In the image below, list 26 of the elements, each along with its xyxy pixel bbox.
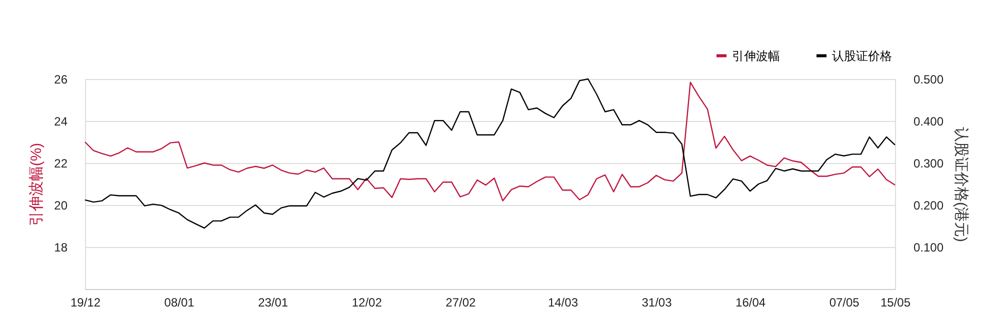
x-tick-label: 16/04	[736, 296, 766, 310]
line-series	[84, 82, 896, 202]
y2-axis-title: 认股证价格(港元)	[952, 127, 970, 242]
x-tick-label: 07/05	[829, 296, 860, 310]
x-tick-label: 12/02	[352, 296, 382, 310]
y2-tick-label: 0.500	[914, 72, 944, 86]
legend-label: 认股证价格	[832, 48, 892, 63]
x-tick-label: 19/12	[70, 296, 101, 310]
y-tick-label: 18	[54, 240, 68, 254]
x-tick-label: 15/05	[880, 296, 911, 310]
y2-tick-label: 0.400	[914, 114, 944, 128]
legend-label: 引伸波幅	[732, 48, 780, 63]
line-series	[84, 78, 896, 229]
x-tick-label: 27/02	[446, 296, 476, 310]
x-tick-label: 31/03	[642, 296, 672, 310]
y-axis-title: 引伸波幅(%)	[28, 142, 46, 226]
y-tick-label: 24	[54, 114, 68, 128]
y2-tick-label: 0.300	[914, 156, 944, 170]
y2-tick-label: 0.100	[914, 240, 944, 254]
x-tick-label: 23/01	[258, 296, 288, 310]
x-tick-label: 14/03	[548, 296, 578, 310]
x-tick-label: 08/01	[164, 296, 195, 310]
y-tick-label: 20	[54, 198, 68, 212]
y-tick-label: 22	[54, 156, 68, 170]
y-tick-label: 26	[54, 72, 68, 86]
y2-tick-label: 0.200	[914, 198, 944, 212]
